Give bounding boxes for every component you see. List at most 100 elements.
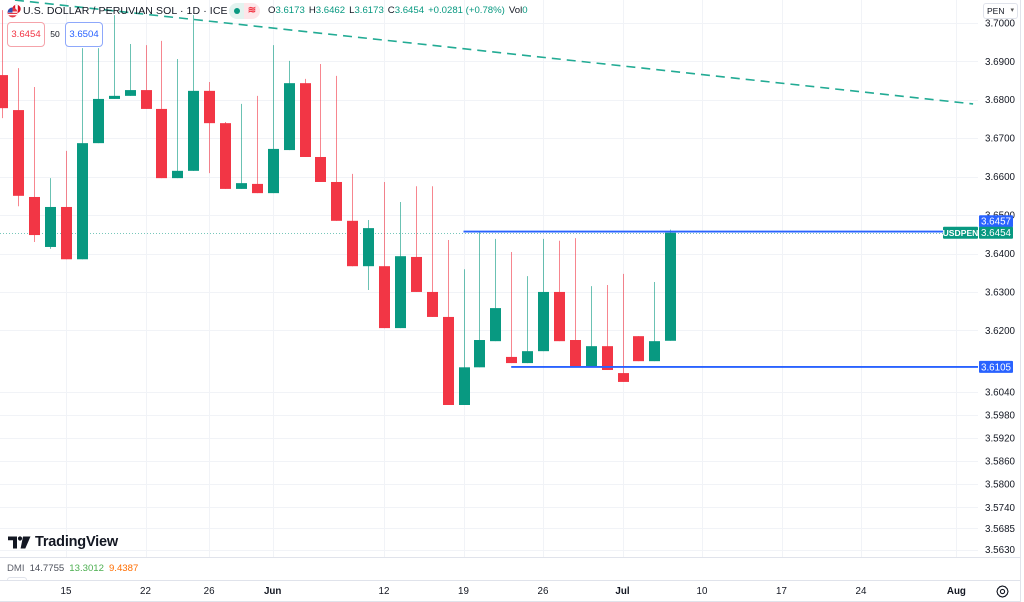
candlestick-series bbox=[0, 10, 676, 405]
candle-up bbox=[538, 238, 549, 352]
svg-text:3.6454: 3.6454 bbox=[981, 228, 1012, 239]
price-axis-label: 3.5860 bbox=[985, 457, 1016, 468]
price-axis-label: 3.5685 bbox=[985, 524, 1016, 535]
candle-body bbox=[586, 346, 597, 368]
dmi-adx-value: 14.7755 bbox=[29, 563, 65, 574]
price-axis-label: 3.7000 bbox=[985, 18, 1016, 29]
candle-body bbox=[649, 341, 660, 362]
candle-down bbox=[220, 122, 231, 189]
candle-down bbox=[252, 95, 263, 194]
candle-up bbox=[109, 15, 120, 99]
candle-up bbox=[522, 276, 533, 364]
candle-body bbox=[443, 316, 454, 405]
buy-button[interactable]: 3.6504 bbox=[65, 22, 103, 47]
candle-body bbox=[188, 90, 199, 171]
candle-body bbox=[459, 367, 470, 405]
candle-down bbox=[141, 45, 152, 109]
candle-body bbox=[45, 206, 56, 247]
volume: Vol0 bbox=[508, 5, 528, 16]
market-open-dot-icon bbox=[233, 8, 240, 14]
candle-body bbox=[363, 228, 374, 267]
time-axis-label: 10 bbox=[697, 586, 708, 597]
price-axis-label: 3.5920 bbox=[985, 434, 1016, 445]
ohlc-high: H3.6462 bbox=[308, 5, 346, 16]
market-status-pill[interactable]: ≋ bbox=[229, 3, 260, 19]
time-axis-label: 24 bbox=[856, 586, 867, 597]
candle-up bbox=[236, 103, 247, 189]
candle-body bbox=[172, 170, 183, 179]
candle-down bbox=[633, 336, 644, 362]
gear-icon[interactable] bbox=[996, 585, 1009, 598]
candle-body bbox=[268, 148, 279, 194]
time-axis-label: 15 bbox=[61, 586, 72, 597]
ohlc-low: L3.6173 bbox=[349, 5, 384, 16]
currency-selector[interactable]: PEN ▾ bbox=[983, 3, 1018, 19]
last-price-axis-label: 3.6454 bbox=[979, 226, 1013, 239]
data-signal-icon: ≋ bbox=[244, 3, 260, 19]
dmi-legend: DMI 14.7755 13.3012 9.4387 bbox=[7, 562, 138, 576]
dmi-minus-di-value: 9.4387 bbox=[108, 563, 139, 574]
candle-body bbox=[602, 346, 613, 371]
time-axis-label: 17 bbox=[776, 586, 787, 597]
candle-body bbox=[141, 90, 152, 109]
indicator-name[interactable]: DMI bbox=[7, 563, 25, 574]
candle-down bbox=[347, 173, 358, 267]
candle-down bbox=[506, 251, 517, 364]
candle-up bbox=[125, 43, 136, 96]
price-line-axis-label: 3.6457 bbox=[979, 215, 1013, 228]
dmi-plus-di-value: 13.3012 bbox=[69, 563, 104, 574]
candle-down bbox=[554, 240, 565, 342]
candle-up bbox=[665, 229, 676, 341]
candle-down bbox=[427, 186, 438, 317]
candle-down bbox=[204, 82, 215, 174]
price-axis-label: 3.5980 bbox=[985, 410, 1016, 421]
candle-down bbox=[0, 10, 8, 119]
candle-body bbox=[665, 232, 676, 341]
tradingview-logo[interactable]: TradingView bbox=[8, 533, 118, 551]
price-axis-label: 3.6400 bbox=[985, 249, 1016, 260]
price-axis-label: 3.6800 bbox=[985, 95, 1016, 106]
candle-body bbox=[554, 291, 565, 342]
candle-up bbox=[93, 48, 104, 144]
candle-body bbox=[633, 336, 644, 362]
pane-collapse-button[interactable] bbox=[7, 577, 27, 581]
candle-body bbox=[395, 256, 406, 329]
candle-body bbox=[427, 291, 438, 317]
candle-body bbox=[300, 83, 311, 157]
market-open-indicator bbox=[229, 3, 244, 19]
candle-down bbox=[570, 238, 581, 368]
candle-body bbox=[156, 108, 167, 179]
time-axis-label: 19 bbox=[458, 586, 469, 597]
time-axis-label: 26 bbox=[538, 586, 549, 597]
candle-up bbox=[77, 48, 88, 260]
candle-down bbox=[331, 75, 342, 221]
spread-value: 50 bbox=[50, 29, 60, 39]
candle-body bbox=[13, 110, 24, 196]
time-axis[interactable]: 15 22 26 Jun 12 19 26 Jul 10 17 24 Aug bbox=[61, 586, 966, 597]
price-axis-label: 3.5630 bbox=[985, 545, 1016, 556]
time-axis-label: 22 bbox=[140, 586, 151, 597]
drawings[interactable] bbox=[14, 0, 978, 368]
candle-body bbox=[474, 340, 485, 368]
candle-body bbox=[284, 83, 295, 151]
candle-body bbox=[125, 90, 136, 96]
candle-body bbox=[29, 196, 40, 236]
sell-button[interactable]: 3.6454 bbox=[7, 22, 45, 47]
candle-down bbox=[379, 181, 390, 329]
price-axis-label: 3.6700 bbox=[985, 134, 1016, 145]
candle-body bbox=[93, 98, 104, 144]
time-axis-label: Aug bbox=[947, 586, 966, 597]
candle-body bbox=[570, 340, 581, 368]
currency-pair-flag-icon bbox=[7, 4, 21, 18]
price-axis[interactable]: 3.70003.69003.68003.67003.66003.65003.64… bbox=[943, 18, 1016, 556]
symbol-title[interactable]: U.S. DOLLAR / PERUVIAN SOL · 1D · ICE bbox=[23, 5, 228, 17]
candle-body bbox=[538, 291, 549, 352]
ohlc-close: C3.6454 bbox=[387, 5, 425, 16]
dashed-trendline[interactable] bbox=[14, 0, 974, 105]
candle-body bbox=[252, 183, 263, 194]
candle-up bbox=[490, 238, 501, 342]
candle-down bbox=[315, 63, 326, 182]
candle-body bbox=[220, 123, 231, 189]
